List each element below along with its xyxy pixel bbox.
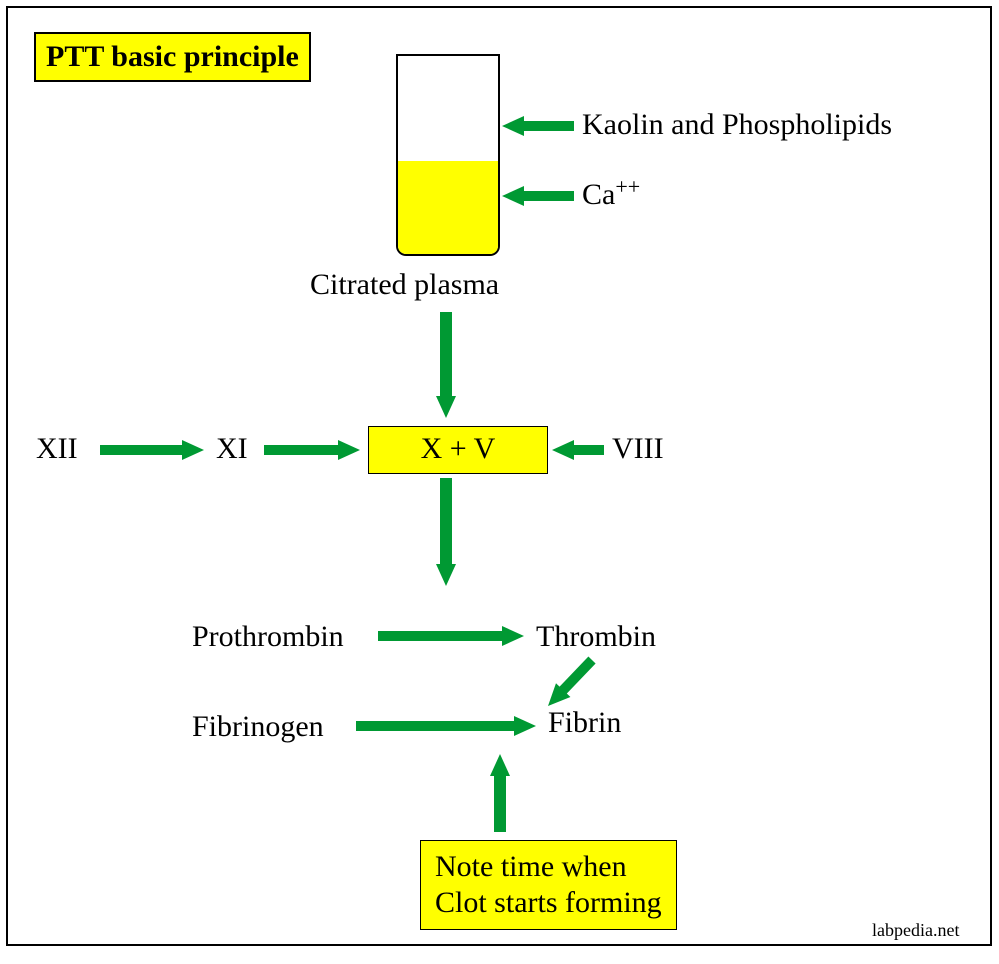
arrow-note-to-fibrin-head	[490, 754, 510, 776]
arrow-xii-to-xi-head	[182, 440, 204, 460]
arrows-layer	[0, 0, 999, 964]
arrow-ca-to-tube-head	[502, 186, 524, 206]
arrow-fibrinogen-to-fibrin-head	[514, 716, 536, 736]
arrow-viii-to-xv-head	[552, 440, 574, 460]
arrow-prothrombin-to-thrombin-head	[502, 626, 524, 646]
arrow-citrated-to-xv-head	[436, 396, 456, 418]
arrow-kaolin-to-tube-head	[502, 116, 524, 136]
arrow-xi-to-xv-head	[338, 440, 360, 460]
diagram-canvas: PTT basic principle Kaolin and Phospholi…	[0, 0, 999, 964]
arrow-xv-to-prothrombin-head	[436, 564, 456, 586]
